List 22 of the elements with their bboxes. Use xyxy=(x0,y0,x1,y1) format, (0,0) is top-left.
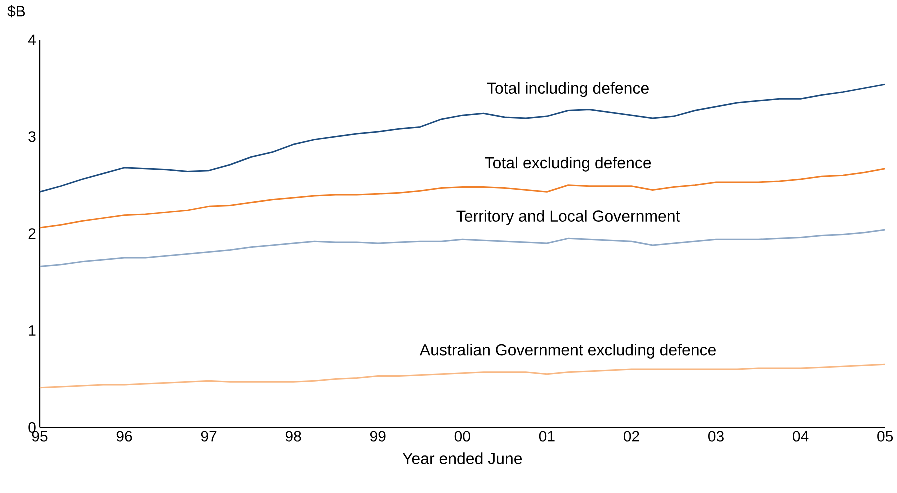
x-tick-label: 03 xyxy=(708,431,724,442)
y-axis-title: $B xyxy=(8,6,26,18)
y-tick-label: 4 xyxy=(28,35,36,46)
x-tick-label: 96 xyxy=(116,431,132,442)
y-tick-label: 1 xyxy=(29,326,36,336)
series-label: Territory and Local Government xyxy=(456,210,680,226)
y-tick-label: 0 xyxy=(28,422,36,434)
x-tick-label: 01 xyxy=(539,431,555,442)
x-tick-label: 98 xyxy=(286,431,302,442)
series-label: Total excluding defence xyxy=(485,157,652,172)
y-tick-label: 2 xyxy=(28,228,36,240)
series-label: Total including defence xyxy=(487,82,649,98)
y-tick-label: 3 xyxy=(28,132,36,142)
x-tick-label: 04 xyxy=(793,431,809,442)
x-tick-label: 05 xyxy=(878,431,894,442)
series-label: Australian Government excluding defence xyxy=(420,344,716,360)
x-tick-label: 99 xyxy=(370,431,386,442)
x-tick-label: 97 xyxy=(201,431,217,442)
x-axis-title: Year ended June xyxy=(402,452,522,465)
x-tick-label: 00 xyxy=(454,431,470,442)
x-tick-label: 02 xyxy=(624,431,640,442)
x-tick-label: 95 xyxy=(32,431,48,442)
